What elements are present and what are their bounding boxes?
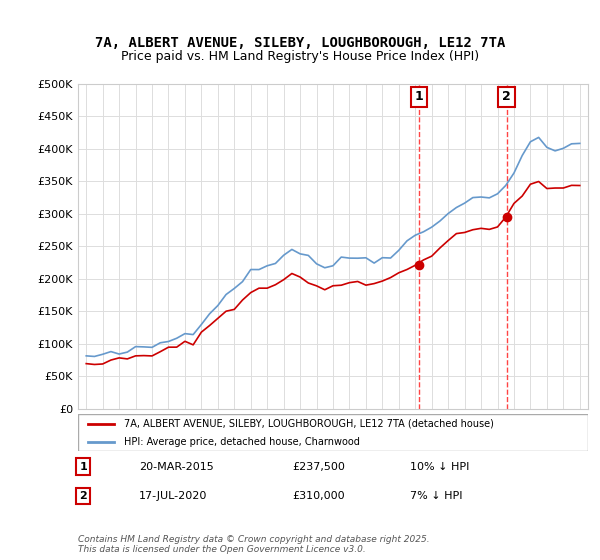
FancyBboxPatch shape xyxy=(78,414,588,451)
Text: 10% ↓ HPI: 10% ↓ HPI xyxy=(409,461,469,472)
Text: 1: 1 xyxy=(415,91,424,104)
Text: £237,500: £237,500 xyxy=(292,461,345,472)
Text: Price paid vs. HM Land Registry's House Price Index (HPI): Price paid vs. HM Land Registry's House … xyxy=(121,50,479,63)
Text: 17-JUL-2020: 17-JUL-2020 xyxy=(139,491,208,501)
Text: 2: 2 xyxy=(79,491,87,501)
Text: 2: 2 xyxy=(502,91,511,104)
Text: £310,000: £310,000 xyxy=(292,491,345,501)
Text: 7A, ALBERT AVENUE, SILEBY, LOUGHBOROUGH, LE12 7TA: 7A, ALBERT AVENUE, SILEBY, LOUGHBOROUGH,… xyxy=(95,36,505,50)
Text: HPI: Average price, detached house, Charnwood: HPI: Average price, detached house, Char… xyxy=(124,437,360,447)
Text: 20-MAR-2015: 20-MAR-2015 xyxy=(139,461,214,472)
Text: 1: 1 xyxy=(79,461,87,472)
Text: 7A, ALBERT AVENUE, SILEBY, LOUGHBOROUGH, LE12 7TA (detached house): 7A, ALBERT AVENUE, SILEBY, LOUGHBOROUGH,… xyxy=(124,418,494,428)
Text: 7% ↓ HPI: 7% ↓ HPI xyxy=(409,491,462,501)
Text: Contains HM Land Registry data © Crown copyright and database right 2025.
This d: Contains HM Land Registry data © Crown c… xyxy=(78,535,430,554)
